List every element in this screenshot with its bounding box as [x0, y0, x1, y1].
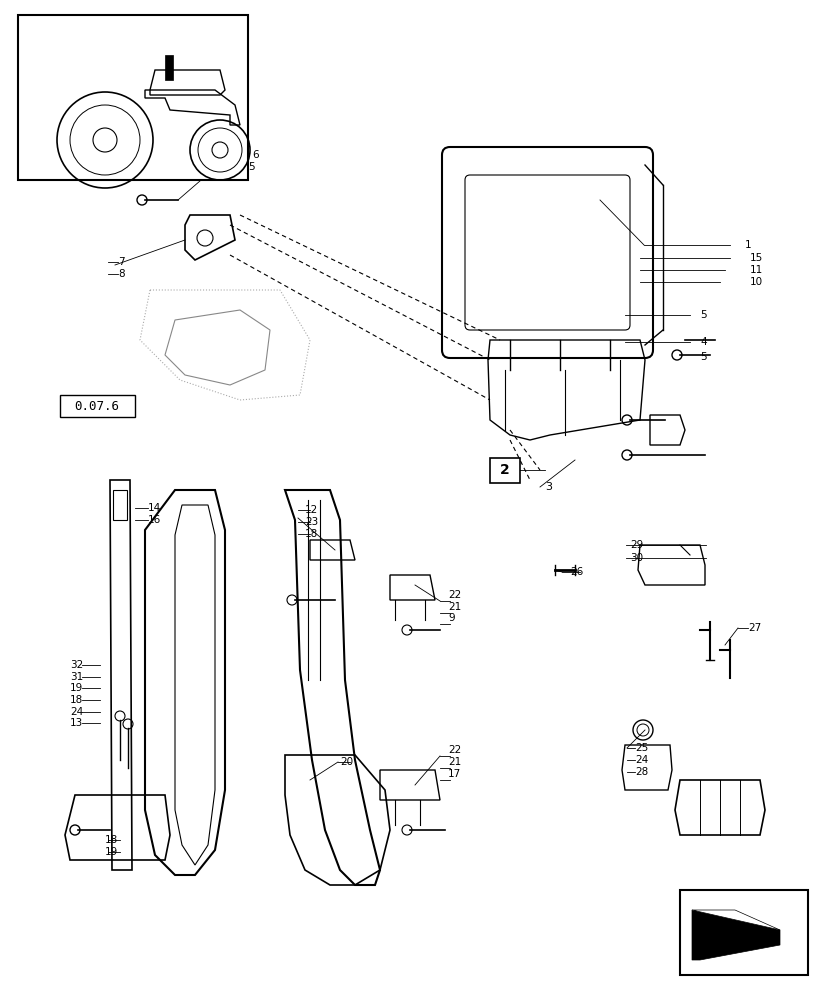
Text: 0.07.6: 0.07.6	[74, 399, 119, 412]
Text: 32: 32	[70, 660, 84, 670]
Text: 22: 22	[447, 745, 461, 755]
Text: 20: 20	[340, 757, 352, 767]
Bar	[18, 15, 248, 180]
Text: 24: 24	[70, 707, 84, 717]
Text: 5: 5	[248, 162, 255, 172]
Text: 4: 4	[699, 337, 705, 347]
Text: 12: 12	[304, 505, 318, 515]
Text: 15: 15	[749, 253, 762, 263]
Text: 29: 29	[629, 540, 643, 550]
Polygon shape	[691, 910, 779, 930]
Text: 7: 7	[118, 257, 125, 267]
Text: 22: 22	[447, 590, 461, 600]
Text: 18: 18	[105, 835, 118, 845]
Text: 30: 30	[629, 553, 643, 563]
Text: 14: 14	[148, 503, 161, 513]
Text: 5: 5	[699, 352, 705, 362]
Bar	[60, 395, 135, 417]
Text: 21: 21	[447, 602, 461, 612]
Text: 27: 27	[747, 623, 760, 633]
Text: 10: 10	[749, 277, 762, 287]
Text: 21: 21	[447, 757, 461, 767]
Text: 19: 19	[105, 847, 118, 857]
Text: 23: 23	[304, 517, 318, 527]
Text: 24: 24	[634, 755, 648, 765]
Text: 17: 17	[447, 769, 461, 779]
Text: 2: 2	[500, 463, 509, 477]
Text: 25: 25	[634, 743, 648, 753]
Text: 31: 31	[70, 672, 84, 682]
Text: 28: 28	[634, 767, 648, 777]
Text: 8: 8	[118, 269, 125, 279]
Bar	[165, 55, 173, 80]
Text: 11: 11	[749, 265, 762, 275]
Text: 13: 13	[70, 718, 84, 728]
Polygon shape	[691, 910, 779, 960]
Text: 1: 1	[744, 240, 751, 250]
Text: 5: 5	[699, 310, 705, 320]
Bar	[490, 458, 519, 483]
Bar	[112, 490, 127, 520]
Bar	[679, 890, 807, 975]
Text: 6: 6	[251, 150, 258, 160]
Text: 18: 18	[304, 529, 318, 539]
Text: 16: 16	[148, 515, 161, 525]
Text: 18: 18	[70, 695, 84, 705]
Text: 3: 3	[544, 482, 552, 492]
Text: 19: 19	[70, 683, 84, 693]
Text: 9: 9	[447, 613, 454, 623]
Text: 26: 26	[569, 567, 582, 577]
